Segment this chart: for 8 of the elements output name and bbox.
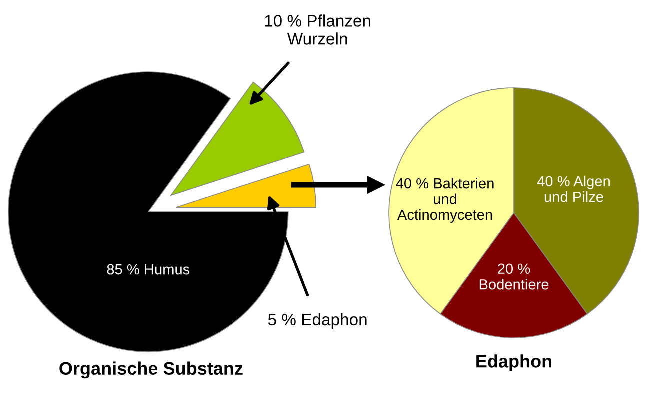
text: Edaphon xyxy=(476,354,552,372)
text: Organische Substanz xyxy=(60,362,243,379)
data-label: 85 % Humus xyxy=(107,264,190,275)
data-label: 5 % Edaphon xyxy=(268,313,367,329)
data-label: 20 % Bodentiere xyxy=(480,264,549,290)
data-label: 40 % Bakterien und Actinomyceten xyxy=(396,178,494,224)
data-label: 10 % Pflanzen Wurzeln xyxy=(265,14,370,45)
data-label: 40 % Algen und Pilze xyxy=(537,176,610,202)
